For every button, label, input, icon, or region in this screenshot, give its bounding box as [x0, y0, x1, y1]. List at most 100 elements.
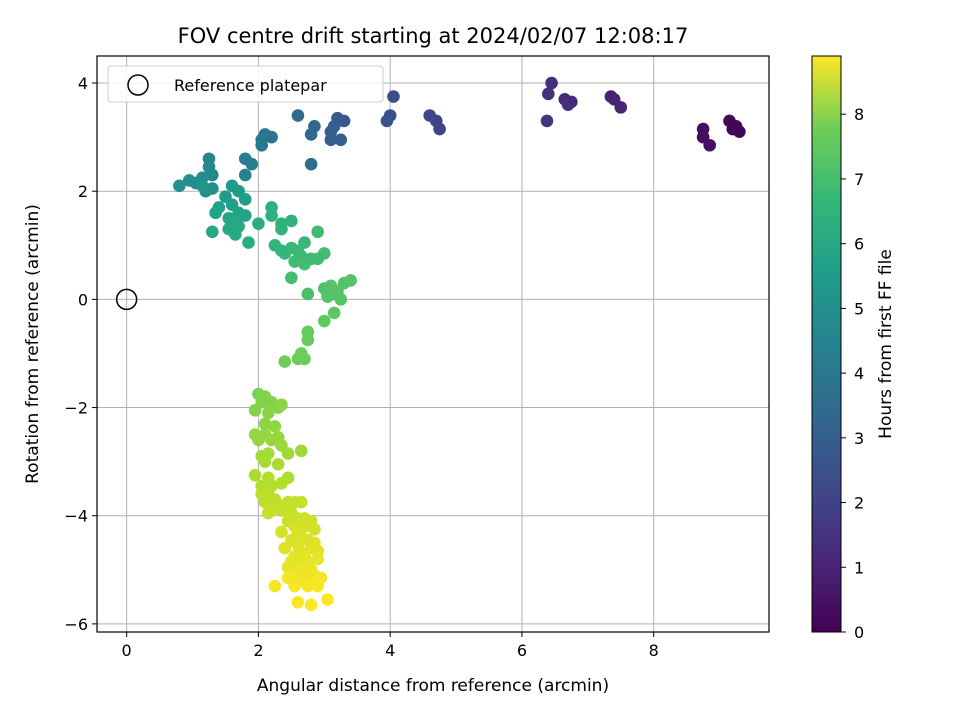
data-point: [291, 352, 305, 366]
data-point: [304, 128, 318, 141]
data-point: [298, 236, 311, 249]
data-point: [268, 579, 282, 593]
data-point: [541, 87, 555, 101]
data-point: [196, 179, 209, 193]
data-points: [173, 76, 746, 612]
data-point: [540, 114, 554, 128]
colorbar-tick-label: 1: [854, 558, 864, 577]
colorbar-tick-label: 4: [854, 364, 864, 383]
data-point: [285, 214, 298, 228]
data-point: [275, 476, 288, 490]
data-point: [205, 182, 219, 195]
x-tick-label: 6: [517, 641, 527, 660]
data-point: [278, 355, 292, 368]
y-tick-label: 0: [78, 290, 88, 309]
data-point: [288, 255, 301, 268]
legend: Reference platepar: [107, 65, 384, 103]
colorbar-frame: [811, 55, 842, 633]
data-point: [311, 552, 325, 566]
data-point: [301, 287, 315, 301]
data-point: [614, 101, 628, 114]
data-point: [255, 133, 269, 147]
data-point: [291, 109, 305, 122]
data-point: [205, 225, 219, 239]
colorbar-tick-label: 6: [854, 235, 864, 254]
y-tick-label: −4: [64, 507, 88, 526]
data-point: [252, 217, 265, 230]
data-point: [285, 271, 298, 285]
x-axis-label: Angular distance from reference (arcmin): [257, 676, 609, 696]
data-point: [238, 168, 252, 182]
data-point: [301, 333, 315, 347]
data-point: [275, 398, 288, 412]
colorbar-tick-label: 3: [854, 429, 864, 448]
data-point: [238, 209, 252, 222]
data-point: [729, 120, 743, 133]
data-point: [258, 417, 272, 431]
x-tick-label: 0: [122, 641, 132, 660]
data-point: [703, 138, 717, 152]
legend-box: [107, 65, 384, 103]
data-point: [321, 593, 334, 606]
plot-frame: [96, 55, 770, 633]
data-point: [291, 595, 305, 609]
data-point: [238, 193, 252, 206]
data-point: [271, 458, 285, 471]
data-point: [275, 504, 288, 517]
data-point: [182, 174, 196, 187]
colorbar-tick-label: 8: [854, 105, 864, 124]
data-point: [173, 179, 186, 193]
colorbar: 0 1 2 3 4 5 6 7 8 Hours from first FF file: [811, 55, 896, 642]
data-point: [327, 120, 341, 133]
reference-platepar-marker: [115, 288, 138, 311]
data-point: [304, 157, 318, 171]
grid: [97, 56, 769, 632]
data-point: [304, 598, 318, 612]
y-tick-label: 2: [78, 182, 88, 201]
y-tick-label: −6: [64, 615, 88, 634]
legend-label-reference-platepar: Reference platepar: [174, 76, 327, 95]
data-point: [229, 228, 242, 241]
colorbar-tick-label: 0: [854, 623, 864, 642]
data-point: [209, 206, 222, 220]
colorbar-gradient: [812, 56, 841, 632]
data-point: [696, 122, 710, 136]
data-point: [344, 274, 357, 287]
data-point: [294, 495, 308, 509]
colorbar-ticks: 0 1 2 3 4 5 6 7 8: [841, 105, 864, 642]
data-point: [324, 133, 338, 147]
colorbar-tick-label: 5: [854, 299, 864, 318]
data-point: [268, 420, 282, 433]
data-point: [327, 306, 341, 320]
data-point: [248, 468, 262, 482]
y-tick-label: 4: [78, 74, 88, 93]
data-point: [278, 541, 292, 555]
data-point: [281, 447, 295, 460]
data-point: [245, 157, 259, 171]
legend-marker-open-circle: [127, 74, 149, 96]
data-point: [261, 406, 275, 420]
data-point: [288, 579, 301, 593]
data-point: [308, 522, 321, 536]
data-point: [331, 284, 344, 298]
data-point: [311, 579, 325, 593]
data-point: [334, 133, 348, 147]
data-point: [205, 168, 219, 182]
data-point: [380, 114, 394, 128]
y-axis-ticks: −6 −4 −2 0 2 4: [64, 74, 97, 634]
y-axis-label: Rotation from reference (arcmin): [23, 204, 43, 484]
colorbar-tick-label: 2: [854, 494, 864, 513]
data-point: [301, 579, 315, 593]
data-point: [423, 109, 437, 122]
data-point: [265, 209, 278, 222]
x-tick-label: 2: [253, 641, 263, 660]
x-tick-label: 4: [385, 641, 395, 660]
data-point: [387, 90, 400, 103]
data-point: [294, 444, 308, 458]
colorbar-tick-label: 7: [854, 170, 864, 189]
data-point: [317, 314, 331, 328]
data-point: [317, 247, 331, 260]
data-point: [252, 433, 265, 447]
y-tick-label: −2: [64, 399, 88, 418]
